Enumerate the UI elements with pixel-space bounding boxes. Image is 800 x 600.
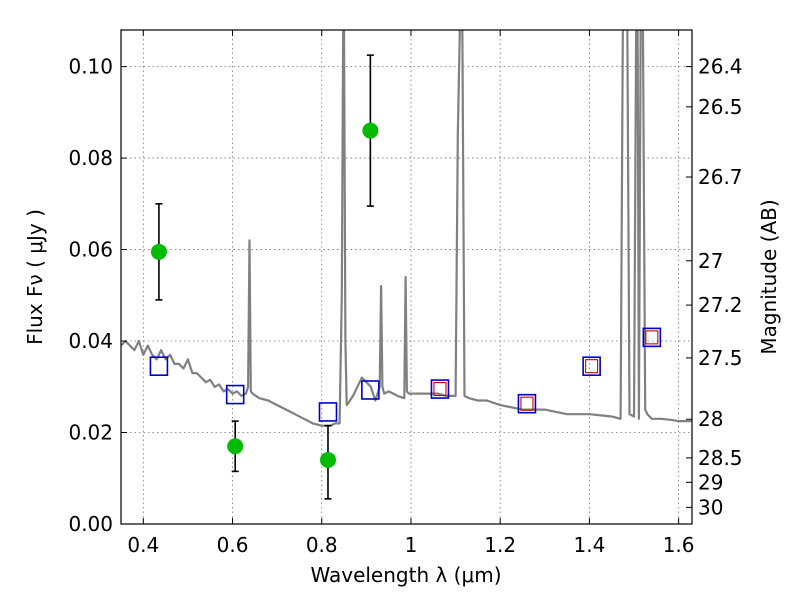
model-flux-marker [517, 393, 537, 414]
model-flux-inner-marker [433, 382, 447, 397]
model-flux-inner-marker [585, 359, 599, 374]
model-flux-marker [582, 356, 601, 376]
model-flux-marker [318, 402, 338, 422]
y-axis-title: Flux Fν ( μJy ) [23, 209, 47, 345]
x-tick-label: 1.6 [663, 533, 695, 557]
y2-tick-label: 27.2 [698, 293, 743, 317]
x-axis-title: Wavelength λ (μm) [310, 563, 501, 587]
data-layer [121, 30, 692, 500]
model-flux-marker [430, 379, 450, 399]
y-tick-label: 0.06 [68, 238, 113, 262]
y-tick-label: 0.04 [68, 329, 113, 353]
observed-flux-point [362, 122, 379, 139]
model-flux-inner-marker [520, 396, 534, 411]
observed-flux-point [150, 243, 167, 260]
x-tick-label: 0.8 [306, 533, 338, 557]
plot-frame [120, 29, 693, 525]
y2-tick-label: 29 [698, 470, 723, 494]
model-flux-marker [149, 356, 169, 376]
y2-tick-label: 27 [698, 249, 723, 273]
model-flux-marker [361, 380, 380, 400]
model-flux-inner-marker [645, 330, 659, 345]
x-tick-label: 1 [405, 533, 418, 557]
y2-tick-label: 30 [698, 495, 723, 519]
y-tick-label: 0.02 [68, 421, 113, 445]
x-tick-label: 0.4 [127, 533, 159, 557]
observed-flux-point [319, 451, 336, 468]
model-flux-marker [225, 384, 245, 405]
y2-tick-label: 26.7 [698, 165, 743, 189]
y2-tick-label: 26.4 [698, 55, 743, 79]
x-tick-label: 1.4 [573, 533, 605, 557]
observed-flux-point [227, 438, 244, 455]
y2-tick-label: 28.5 [698, 446, 743, 470]
y2-tick-label: 28 [698, 407, 723, 431]
y-tick-label: 0.10 [68, 55, 113, 79]
spectrum-line [121, 30, 692, 427]
x-tick-label: 0.6 [217, 533, 249, 557]
y-tick-label: 0.08 [68, 146, 113, 170]
x-tick-label: 1.2 [484, 533, 516, 557]
model-flux-marker [642, 327, 662, 348]
y2-tick-label: 26.5 [698, 95, 743, 119]
axis-ticks: 0.4 0.6 0.8 1 1.2 1.4 1.6 0.00 0.02 0.04 0.06 0.08 0… [68, 30, 743, 557]
y2-tick-label: 27.5 [698, 346, 743, 370]
y-tick-label: 0.00 [68, 512, 113, 536]
y2-axis-title: Magnitude (AB) [757, 199, 781, 354]
